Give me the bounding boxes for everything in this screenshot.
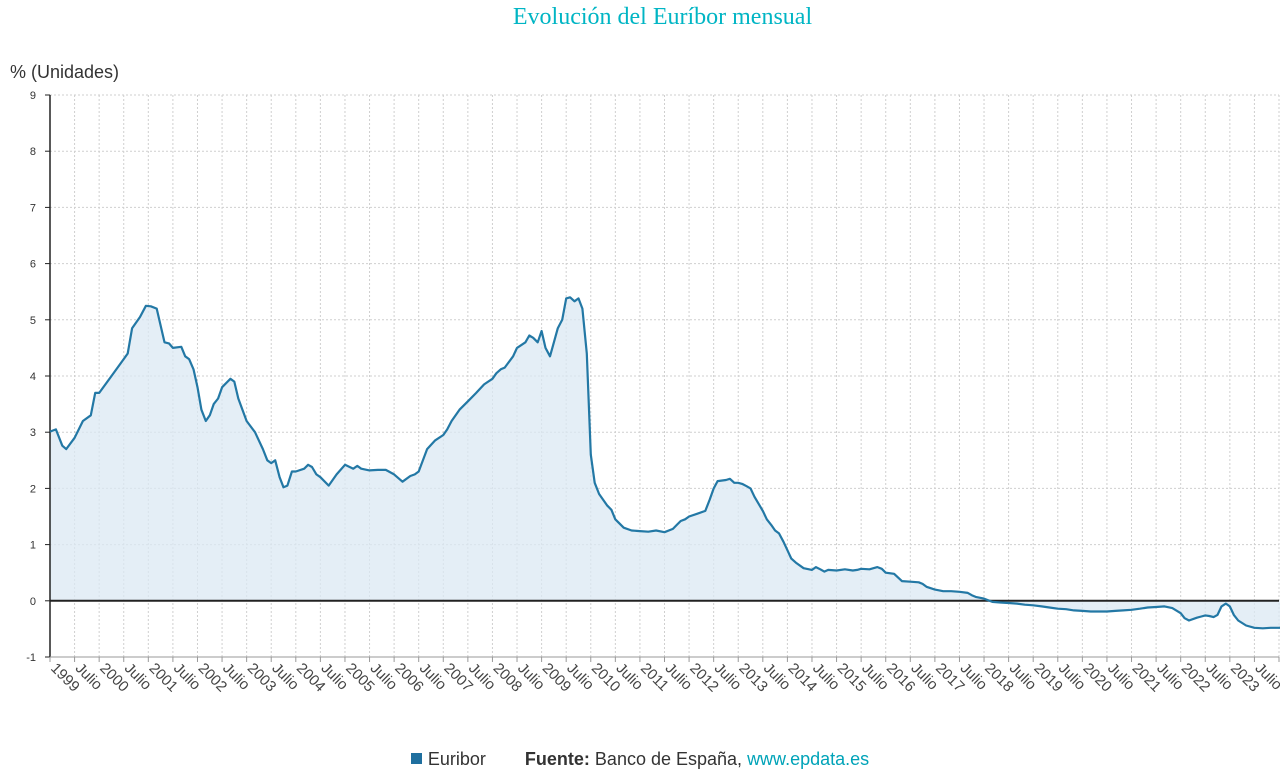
legend-swatch-euribor: [410, 753, 422, 764]
x-tick-label: E: [1276, 660, 1280, 679]
y-tick-label: 9: [30, 90, 36, 102]
y-tick-label: 4: [30, 371, 36, 383]
source-label: Fuente:: [524, 749, 590, 769]
source-text: Banco de España,: [594, 749, 743, 769]
y-axis-unit-label: % (Unidades): [10, 62, 120, 82]
source-link[interactable]: www.epdata.es: [747, 749, 870, 769]
y-axis-ticks: -1 0 1 2 3 4 5 6 7 8 9: [26, 90, 50, 664]
y-tick-label: 7: [30, 202, 36, 214]
euribor-chart: -1 0 1 2 3 4 5 6 7 8 9 1999Julio2000Julio2001Julio…: [26, 90, 1280, 695]
y-tick-label: 5: [30, 315, 36, 327]
legend-label-euribor: Euribor: [427, 749, 486, 769]
euribor-series-line: [49, 296, 1280, 630]
y-tick-label: 6: [30, 259, 36, 271]
x-axis-ticks: 1999Julio2000Julio2001Julio2002Julio2003…: [47, 657, 1280, 695]
y-tick-label: -1: [26, 652, 36, 664]
y-tick-label: 8: [30, 146, 36, 158]
chart-title: Evolución del Euríbor mensual: [512, 4, 813, 30]
chart-footer: Euribor Fuente: Banco de España, www.epd…: [0, 749, 1280, 770]
y-tick-label: 1: [30, 540, 36, 552]
y-tick-label: 2: [30, 483, 36, 495]
y-tick-label: 0: [30, 596, 36, 608]
x-tick-label: Julio: [662, 660, 696, 694]
euribor-area-fill: [50, 297, 1280, 629]
y-tick-label: 3: [30, 427, 36, 439]
